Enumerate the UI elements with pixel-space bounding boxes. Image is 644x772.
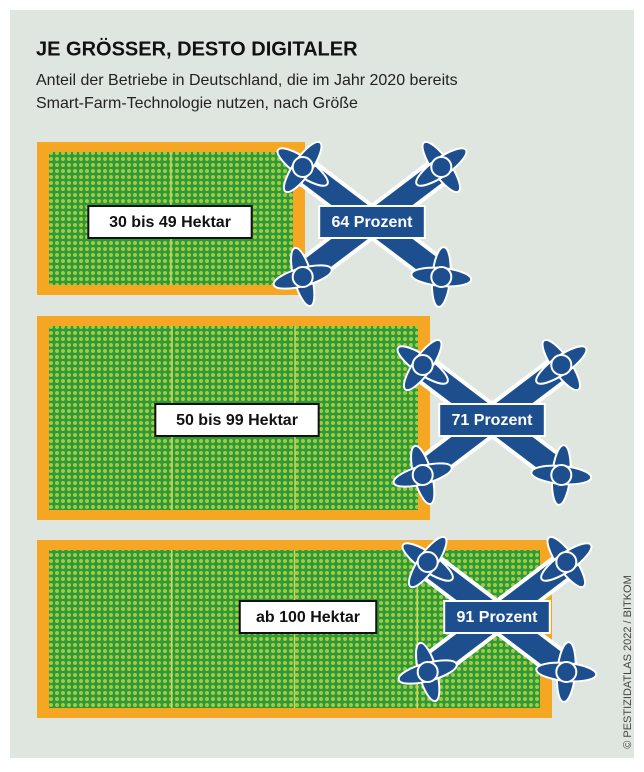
propeller-hub [430,156,453,178]
size-label: 50 bis 99 Hektar [176,412,298,429]
share-label: 64 Prozent [332,214,414,231]
propeller-hub [411,354,434,376]
share-box [443,600,551,634]
propeller-hub [555,661,578,683]
size-label-box [87,205,253,239]
title: JE GRÖSSER, DESTO DIGITALER [36,37,358,60]
propeller-hub [550,354,573,376]
fields: 30 bis 49 Hektar 64 Prozent 50 bis 99 Hekt… [37,140,598,718]
share-label: 91 Prozent [457,609,539,626]
propeller-hub [555,551,578,573]
subtitle: Anteil der Betriebe in Deutschland, die … [36,72,458,89]
credit: © PESTIZIDATLAS 2022 / BITKOM [622,575,634,749]
share-box [318,205,426,239]
propeller-hub [411,464,434,486]
propeller-hub [550,464,573,486]
share-box [438,403,546,437]
share-label: 71 Prozent [452,412,534,429]
propeller-hub [291,156,314,178]
propeller-hub [291,266,314,288]
size-label-box [238,600,378,634]
subtitle: Smart-Farm-Technologie nutzen, nach Größ… [36,95,358,112]
size-label: ab 100 Hektar [256,609,360,626]
size-label-box [154,403,320,437]
size-label: 30 bis 49 Hektar [109,214,231,231]
propeller-hub [416,551,439,573]
propeller-hub [416,661,439,683]
propeller-hub [430,266,453,288]
